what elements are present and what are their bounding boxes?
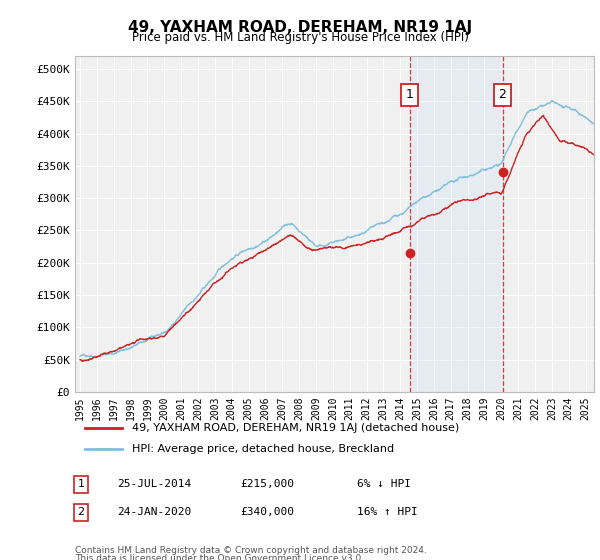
Bar [410,56,503,392]
Text: Contains HM Land Registry data © Crown copyright and database right 2024.: Contains HM Land Registry data © Crown c… [75,546,427,555]
Text: HPI: Average price, detached house, Breckland: HPI: Average price, detached house, Brec… [132,444,394,454]
Text: £340,000: £340,000 [240,507,294,517]
Text: 49, YAXHAM ROAD, DEREHAM, NR19 1AJ: 49, YAXHAM ROAD, DEREHAM, NR19 1AJ [128,20,472,35]
Text: 49, YAXHAM ROAD, DEREHAM, NR19 1AJ (detached house): 49, YAXHAM ROAD, DEREHAM, NR19 1AJ (deta… [132,423,460,433]
Text: 2: 2 [499,88,506,101]
Text: 1: 1 [77,479,85,489]
Text: 6% ↓ HPI: 6% ↓ HPI [357,479,411,489]
Text: Price paid vs. HM Land Registry's House Price Index (HPI): Price paid vs. HM Land Registry's House … [131,31,469,44]
Text: 24-JAN-2020: 24-JAN-2020 [117,507,191,517]
Text: 25-JUL-2014: 25-JUL-2014 [117,479,191,489]
Text: £215,000: £215,000 [240,479,294,489]
Text: 16% ↑ HPI: 16% ↑ HPI [357,507,418,517]
Text: 2: 2 [77,507,85,517]
Text: This data is licensed under the Open Government Licence v3.0.: This data is licensed under the Open Gov… [75,554,364,560]
Text: 1: 1 [406,88,413,101]
